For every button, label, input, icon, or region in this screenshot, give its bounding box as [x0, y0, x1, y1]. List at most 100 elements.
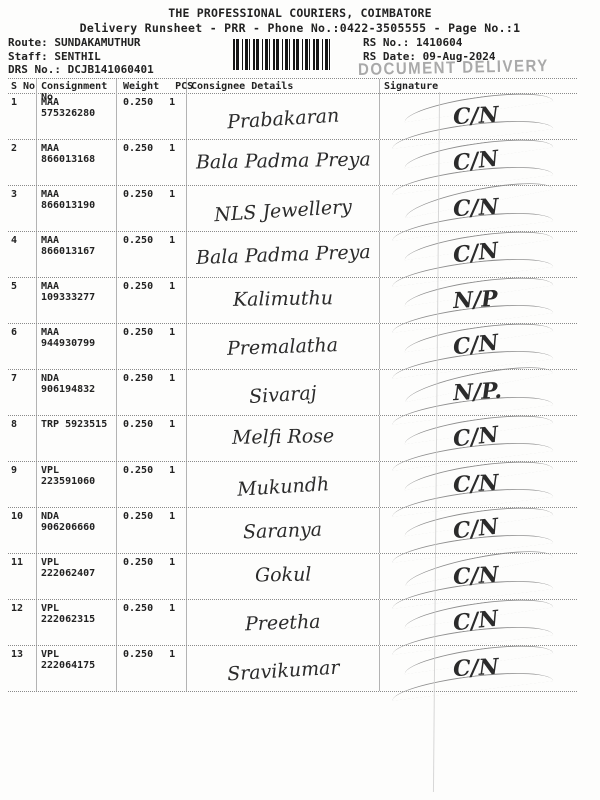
company-title: THE PROFESSIONAL COURIERS, COIMBATORE	[168, 6, 432, 20]
handwritten-signature: C/N	[389, 638, 569, 701]
rs-meta-block: RS No.: 1410604 RS Date: 09-Aug-2024	[363, 36, 495, 63]
signature-text: C/N	[451, 329, 500, 360]
signature-text: N/P.	[451, 377, 502, 406]
table-row: 3 MAA 866013190 0.250 1 NLS Jewellery C/…	[8, 174, 577, 241]
signature-text: C/N	[451, 101, 499, 130]
pcs-value: 1	[169, 649, 176, 660]
sno-value: 11	[8, 554, 37, 599]
handwritten-signature: C/N	[389, 86, 569, 149]
consignee-cell: Prabakaran	[187, 94, 380, 139]
weight-value: 0.250	[123, 649, 154, 660]
weight-value: 0.250	[123, 235, 154, 246]
signature-cell: C/N	[380, 174, 577, 241]
consignee-cell: Mukundh	[187, 462, 380, 507]
weight-pcs-cell: 0.250 1	[117, 186, 187, 231]
consignee-handwritten-name: Bala Padma Preya	[195, 147, 371, 174]
staff-label: Staff:	[8, 49, 48, 63]
table-row: 2 MAA 866013168 0.250 1 Bala Padma Preya…	[8, 132, 577, 195]
weight-pcs-cell: 0.250 1	[117, 94, 187, 139]
consignment-value: NDA 906194832	[37, 370, 117, 415]
weight-pcs-cell: 0.250 1	[117, 278, 187, 323]
handwritten-signature: C/N	[389, 454, 569, 517]
sno-value: 7	[8, 370, 37, 415]
rs-date-value: 09-Aug-2024	[422, 49, 496, 63]
rs-date-label: RS Date:	[363, 49, 416, 63]
pcs-value: 1	[169, 97, 176, 108]
consignment-value: MAA 866013168	[37, 140, 117, 185]
consignee-cell: Melfi Rose	[187, 416, 380, 461]
consignee-cell: Bala Padma Preya	[187, 232, 380, 277]
pcs-value: 1	[169, 143, 176, 154]
consignee-cell: Gokul	[187, 554, 380, 599]
header-signature: Signature	[384, 81, 439, 92]
pcs-value: 1	[169, 557, 176, 568]
signature-text: N/P	[451, 285, 498, 314]
consignment-value: VPL 222062407	[37, 554, 117, 599]
pcs-value: 1	[169, 603, 176, 614]
table-row: 4 MAA 866013167 0.250 1 Bala Padma Preya…	[8, 224, 577, 287]
signature-text: C/N	[451, 605, 500, 636]
consignee-cell: Sivaraj	[187, 370, 380, 415]
weight-pcs-cell: 0.250 1	[117, 232, 187, 277]
weight-value: 0.250	[123, 281, 154, 292]
header-weight: Weight	[123, 81, 160, 92]
signature-cell: N/P.	[380, 358, 577, 425]
consignee-cell: Bala Padma Preya	[187, 140, 380, 185]
consignee-handwritten-name: Melfi Rose	[231, 424, 335, 449]
weight-pcs-cell: 0.250 1	[117, 462, 187, 507]
weight-value: 0.250	[123, 511, 154, 522]
weight-pcs-cell: 0.250 1	[117, 370, 187, 415]
header-consignee: Consignee Details	[187, 79, 380, 103]
consignee-handwritten-name: Preetha	[244, 610, 322, 635]
consignment-value: MAA 866013167	[37, 232, 117, 277]
signature-cell: C/N	[380, 408, 577, 471]
consignment-value: VPL 222062315	[37, 600, 117, 645]
handwritten-signature: C/N	[389, 592, 569, 655]
table-row: 1 MAA 575326280 0.250 1 Prabakaran C/N	[8, 86, 577, 149]
weight-pcs-cell: 0.250 1	[117, 140, 187, 185]
sno-value: 1	[8, 94, 37, 139]
sno-value: 10	[8, 508, 37, 553]
consignment-value: TRP 5923515	[37, 416, 117, 461]
table-row: 9 VPL 223591060 0.250 1 Mukundh C/N	[8, 454, 577, 517]
signature-text: C/N	[451, 145, 500, 176]
weight-pcs-cell: 0.250 1	[117, 554, 187, 599]
header-weight-pcs: Weight PCS	[117, 79, 193, 103]
pcs-value: 1	[169, 465, 176, 476]
runsheet-subtitle: Delivery Runsheet - PRR - Phone No.:0422…	[79, 21, 521, 35]
rs-no-label: RS No.:	[363, 36, 410, 49]
signature-cell: C/N	[380, 454, 577, 517]
staff-value: SENTHIL	[54, 49, 101, 63]
handwritten-signature: N/P	[389, 270, 569, 333]
handwritten-signature: C/N	[389, 500, 569, 563]
signature-text: C/N	[451, 653, 499, 682]
table-row: 11 VPL 222062407 0.250 1 Gokul C/N	[8, 542, 577, 609]
weight-value: 0.250	[123, 143, 154, 154]
header-sno: S No	[8, 79, 37, 103]
table-row: 10 NDA 906206660 0.250 1 Saranya C/N	[8, 500, 577, 563]
sno-value: 8	[8, 416, 37, 461]
consignee-handwritten-name: Kalimuthu	[232, 286, 334, 311]
table-row: 13 VPL 222064175 0.250 1 Sravikumar C/N	[8, 638, 577, 701]
consignee-handwritten-name: Mukundh	[236, 472, 330, 501]
signature-cell: C/N	[380, 316, 577, 379]
sno-value: 5	[8, 278, 37, 323]
consignment-value: MAA 109333277	[37, 278, 117, 323]
weight-pcs-cell: 0.250 1	[117, 600, 187, 645]
signature-cell: C/N	[380, 132, 577, 195]
route-label: Route:	[8, 36, 48, 49]
consignee-handwritten-name: Premalatha	[227, 333, 339, 360]
rs-no-value: 1410604	[415, 36, 463, 49]
consignee-cell: Kalimuthu	[187, 278, 380, 323]
consignee-handwritten-name: Gokul	[254, 563, 312, 586]
consignment-value: NDA 906206660	[37, 508, 117, 553]
handwritten-signature: C/N	[389, 316, 569, 379]
weight-value: 0.250	[123, 557, 154, 568]
sno-value: 3	[8, 186, 37, 231]
table-row: 8 TRP 5923515 0.250 1 Melfi Rose C/N	[8, 408, 577, 471]
pcs-value: 1	[169, 327, 176, 338]
handwritten-signature: C/N	[389, 224, 569, 287]
consignment-value: MAA 575326280	[37, 94, 117, 139]
consignee-handwritten-name: Prabakaran	[226, 104, 340, 133]
